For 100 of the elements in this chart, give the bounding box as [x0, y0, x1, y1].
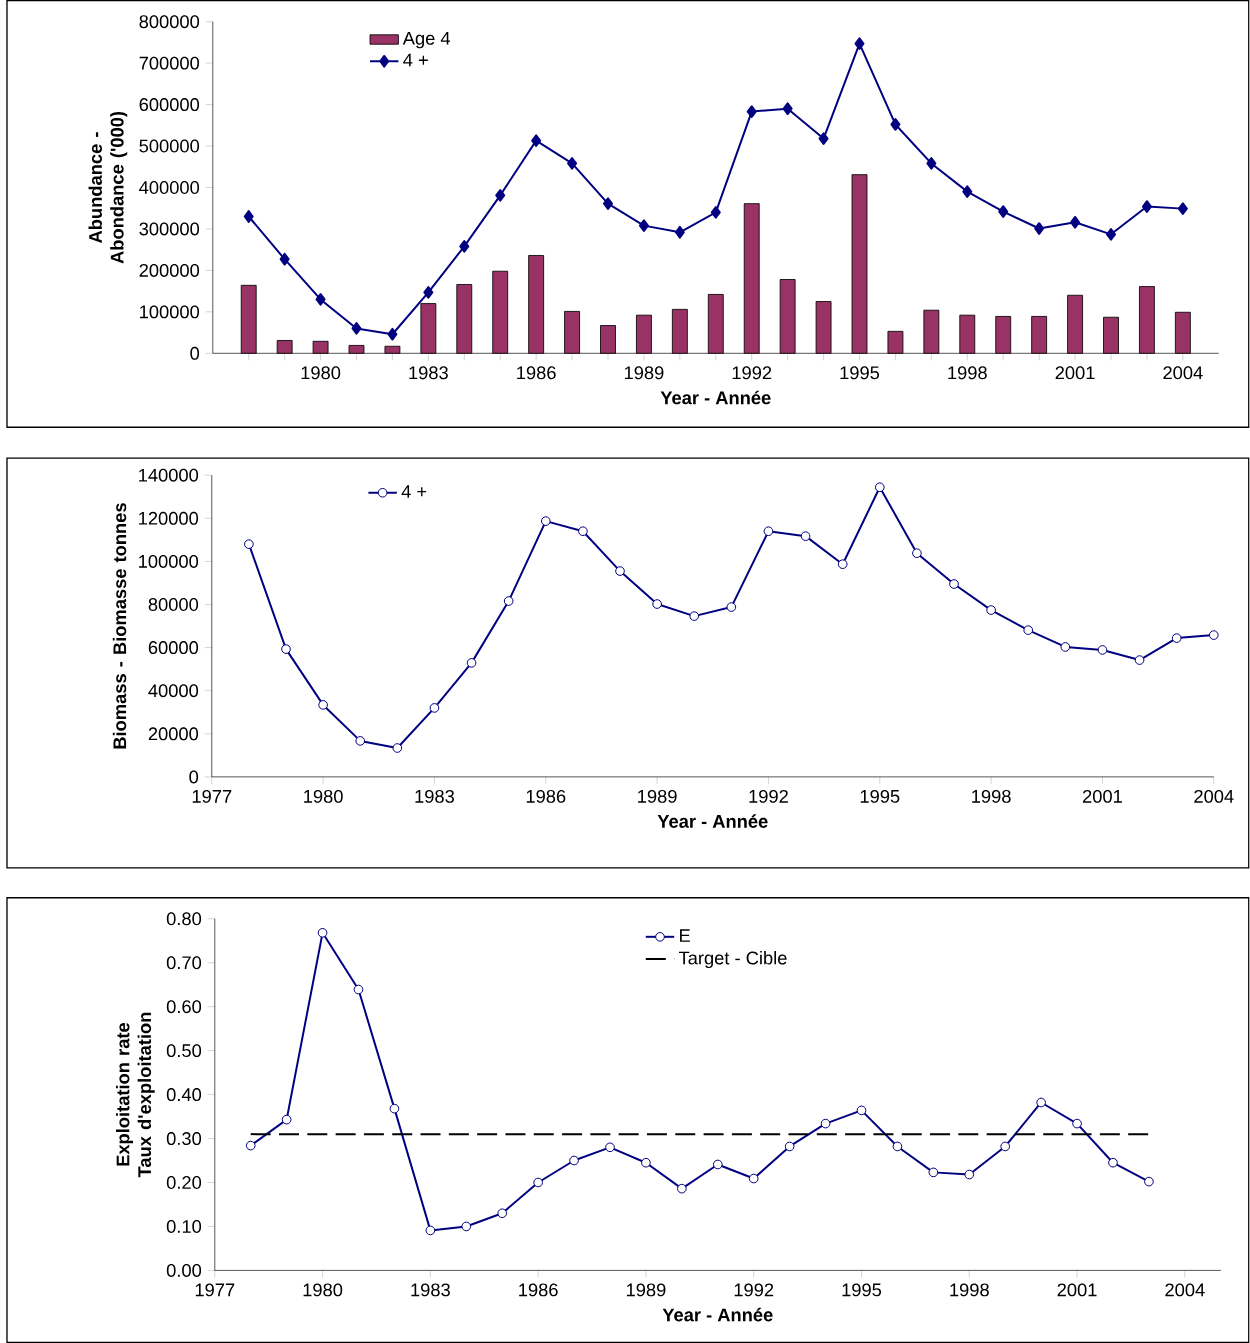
point: [459, 240, 470, 253]
x-tick-label: 1998: [972, 789, 1011, 803]
point: [353, 984, 364, 995]
point: [677, 1183, 687, 1194]
point: [281, 644, 291, 654]
point: [986, 605, 997, 615]
point: [1072, 1118, 1083, 1129]
point: [713, 1159, 723, 1170]
point: [389, 1103, 400, 1114]
point: [615, 566, 625, 576]
y-tick-label: 100000: [140, 305, 200, 319]
point: [641, 1157, 651, 1168]
x-tick-label: 1992: [734, 1283, 774, 1297]
x-tick-label: 1983: [409, 366, 449, 380]
point: [912, 548, 922, 559]
x-tick-label: 2001: [1057, 1283, 1097, 1297]
y-tick-label: 60000: [148, 641, 199, 655]
x-tick-label: 2004: [1194, 789, 1234, 803]
point: [1177, 202, 1188, 215]
x-tick-label: 1977: [192, 789, 232, 803]
x-tick-label: 1989: [627, 1283, 666, 1297]
point: [315, 293, 326, 306]
y-tick-label: 140000: [139, 468, 199, 482]
point: [605, 1142, 615, 1153]
x-tick-label: 2001: [1083, 789, 1123, 803]
x-tick-label: 1980: [303, 1283, 343, 1297]
point: [800, 531, 811, 542]
point: [1171, 633, 1182, 643]
x-tick-label: 1989: [638, 789, 677, 803]
point: [1108, 1157, 1118, 1168]
y-axis-title: Exploitation rate Taux d'exploitation: [116, 1012, 155, 1178]
point: [244, 539, 254, 549]
y-tick-label: 300000: [139, 222, 200, 236]
point: [726, 602, 737, 612]
legend-label: Age 4: [402, 31, 451, 49]
x-tick-label: 1986: [526, 789, 566, 803]
point: [317, 927, 328, 938]
point: [837, 559, 848, 570]
y-tick-label: 0: [190, 346, 200, 360]
point: [603, 197, 614, 210]
point: [926, 157, 937, 170]
point: [689, 611, 700, 621]
point: [746, 105, 757, 118]
point: [1000, 1141, 1011, 1152]
legend-label: Target - Cible: [679, 951, 787, 969]
x-tick-label: 1989: [625, 366, 664, 380]
point: [674, 225, 685, 239]
point: [875, 482, 885, 493]
point: [246, 1140, 256, 1151]
point: [962, 185, 973, 198]
x-tick-label: 1992: [732, 366, 772, 380]
y-tick-label: 0.40: [166, 1088, 202, 1102]
y-tick-label: 200000: [139, 263, 200, 277]
y-tick-label: 100000: [139, 554, 199, 568]
point: [243, 210, 254, 223]
x-tick-label: 1983: [415, 789, 455, 803]
point: [423, 286, 434, 299]
x-axis-title: Year - Année: [657, 814, 768, 828]
y-axis-title: Biomass - Biomasse tonnes: [112, 503, 127, 749]
point: [569, 1155, 580, 1166]
point: [279, 252, 290, 266]
y-tick-label: 0.00: [166, 1263, 202, 1277]
legend-label: 4 +: [401, 485, 427, 498]
x-tick-label: 1983: [411, 1283, 451, 1297]
x-tick-label: 1998: [950, 1283, 989, 1297]
x-axis-title: Year - Année: [662, 1307, 773, 1322]
point: [639, 219, 650, 232]
y-tick-label: 0.60: [166, 1000, 202, 1014]
y-tick-label: 0.70: [166, 956, 202, 970]
point: [567, 157, 578, 170]
point: [1097, 645, 1108, 655]
point: [387, 327, 398, 341]
point: [466, 658, 477, 668]
x-tick-label: 1986: [519, 1283, 558, 1297]
x-tick-label: 1992: [749, 789, 789, 803]
point: [541, 516, 551, 526]
point: [854, 37, 865, 50]
point: [531, 134, 542, 147]
x-tick-label: 1980: [304, 789, 343, 803]
x-tick-label: 2004: [1163, 366, 1203, 380]
y-tick-label: 0.30: [166, 1132, 202, 1146]
point: [503, 596, 514, 606]
y-tick-label: 700000: [139, 56, 200, 70]
point: [1106, 228, 1117, 241]
x-tick-label: 1986: [517, 366, 556, 380]
legend-label: E: [680, 929, 691, 942]
y-tick-label: 500000: [139, 139, 200, 153]
x-tick-label: 1995: [842, 1283, 882, 1297]
point: [495, 189, 506, 202]
point: [355, 736, 366, 746]
point: [1036, 1097, 1047, 1108]
point: [710, 206, 721, 219]
x-tick-label: 2001: [1055, 366, 1095, 380]
point: [1209, 630, 1219, 640]
y-axis-title: Abundance - Abondance ('000): [88, 111, 128, 264]
x-tick-label: 1995: [840, 366, 880, 380]
y-tick-label: 800000: [139, 15, 200, 29]
y-tick-label: 40000: [148, 684, 199, 698]
y-tick-label: 80000: [148, 598, 199, 611]
point: [784, 1141, 795, 1152]
